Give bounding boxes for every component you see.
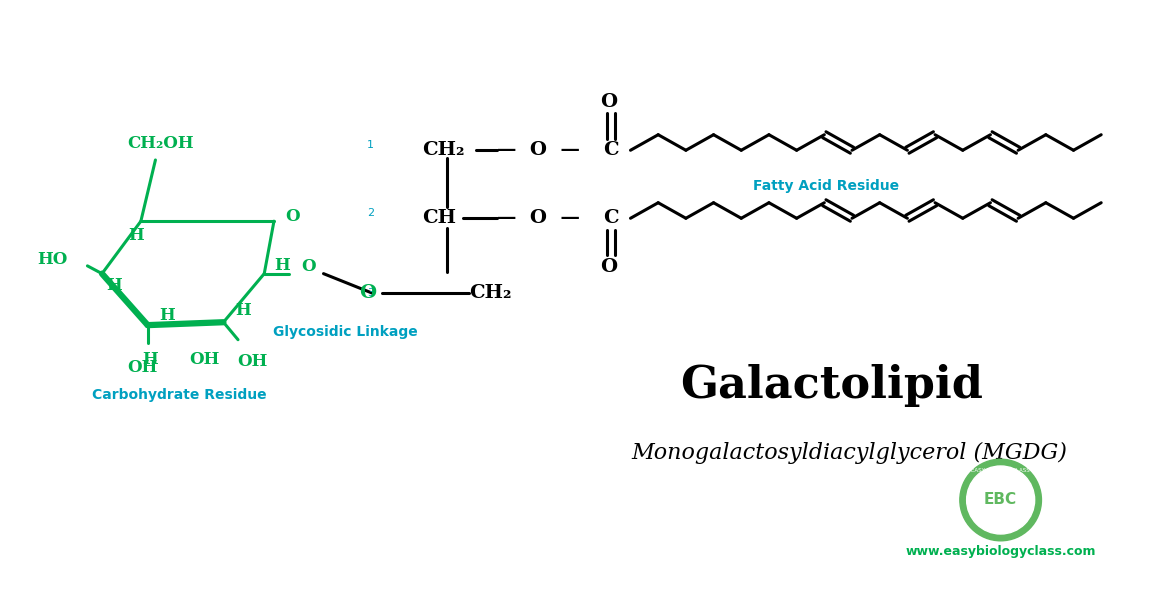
Text: CH₂: CH₂	[469, 284, 512, 302]
Text: 2: 2	[367, 209, 374, 219]
Text: EBC: EBC	[984, 492, 1017, 508]
Text: OH: OH	[127, 359, 158, 376]
Text: O: O	[285, 208, 300, 225]
Text: H: H	[105, 277, 122, 294]
Text: OH: OH	[189, 350, 220, 368]
Text: Monogalactosyldiacylglycerol (MGDG): Monogalactosyldiacylglycerol (MGDG)	[631, 441, 1067, 464]
Circle shape	[967, 466, 1035, 534]
Text: CH₂: CH₂	[423, 141, 465, 159]
Text: H: H	[159, 307, 175, 324]
Text: Galactolipid: Galactolipid	[680, 364, 983, 407]
Text: H: H	[143, 350, 159, 368]
Text: —  O  —: — O —	[497, 141, 580, 159]
Text: EASY BIOLOGY CLASS: EASY BIOLOGY CLASS	[971, 468, 1030, 473]
Text: CH: CH	[423, 209, 457, 228]
Text: C: C	[603, 141, 618, 159]
Text: Fatty Acid Residue: Fatty Acid Residue	[753, 180, 899, 193]
Circle shape	[960, 459, 1042, 541]
Text: 1: 1	[367, 141, 374, 150]
Text: O: O	[601, 93, 617, 111]
Text: OH: OH	[237, 353, 268, 371]
Text: Carbohydrate Residue: Carbohydrate Residue	[92, 388, 267, 402]
Text: Glycosidic Linkage: Glycosidic Linkage	[272, 325, 417, 339]
Text: H: H	[274, 257, 290, 274]
Text: —  O  —: — O —	[497, 209, 580, 228]
Text: H: H	[129, 228, 144, 244]
Text: HO: HO	[37, 251, 68, 268]
Text: H: H	[235, 302, 250, 319]
Text: www.easybiologyclass.com: www.easybiologyclass.com	[905, 545, 1095, 558]
Text: O: O	[359, 284, 376, 302]
Text: CH₂OH: CH₂OH	[127, 135, 194, 152]
Text: 3: 3	[367, 288, 374, 298]
Text: C: C	[603, 209, 618, 228]
Text: O: O	[302, 258, 316, 275]
Text: O: O	[601, 258, 617, 276]
